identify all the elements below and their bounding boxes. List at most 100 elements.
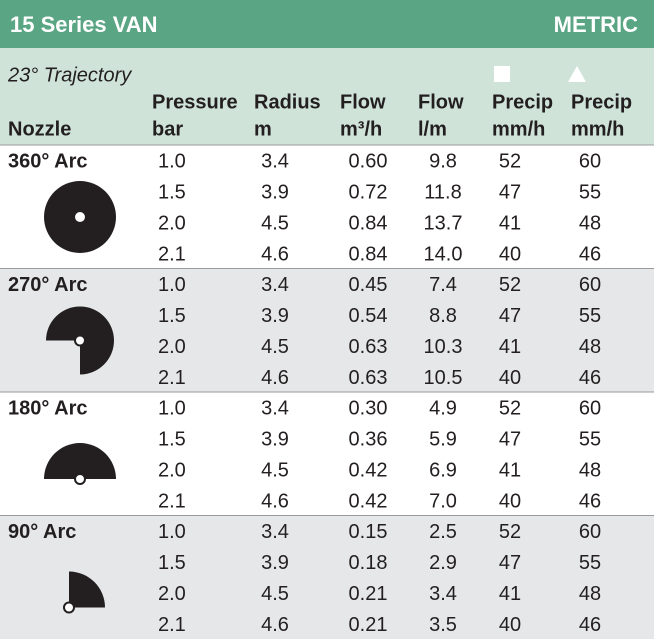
title-bar: [0, 0, 654, 48]
cell: 1.0: [158, 397, 186, 419]
column-header: Precip: [492, 91, 553, 113]
cell: 0.18: [349, 552, 388, 574]
cell: 0.63: [349, 367, 388, 389]
column-header: Nozzle: [8, 118, 71, 140]
cell: 9.8: [429, 150, 457, 172]
cell: 5.9: [429, 428, 457, 450]
cell: 7.0: [429, 490, 457, 512]
cell: 3.9: [261, 305, 289, 327]
cell: 60: [579, 150, 601, 172]
cell: 48: [579, 336, 601, 358]
cell: 52: [499, 521, 521, 543]
nozzle-label: 360° Arc: [8, 150, 88, 172]
cell: 60: [579, 274, 601, 296]
cell: 52: [499, 150, 521, 172]
cell: 6.9: [429, 459, 457, 481]
cell: 46: [579, 490, 601, 512]
nozzle-label: 180° Arc: [8, 397, 88, 419]
arc-center: [74, 473, 86, 485]
cell: 46: [579, 243, 601, 265]
arc-icon: [69, 571, 105, 608]
column-header: l/m: [418, 118, 447, 140]
cell: 48: [579, 212, 601, 234]
cell: 2.0: [158, 583, 186, 605]
arc-center: [63, 601, 75, 614]
square-icon: [494, 66, 510, 82]
cell: 4.6: [261, 614, 289, 636]
cell: 0.21: [349, 583, 388, 605]
cell: 47: [499, 181, 521, 203]
cell: 2.1: [158, 614, 186, 636]
cell: 3.4: [261, 521, 289, 543]
cell: 2.0: [158, 212, 186, 234]
cell: 2.1: [158, 243, 186, 265]
cell: 4.9: [429, 397, 457, 419]
cell: 0.60: [349, 150, 388, 172]
cell: 1.5: [158, 181, 186, 203]
cell: 55: [579, 181, 601, 203]
cell: 2.1: [158, 367, 186, 389]
cell: 3.4: [261, 274, 289, 296]
cell: 4.6: [261, 490, 289, 512]
cell: 4.5: [261, 336, 289, 358]
cell: 0.72: [349, 181, 388, 203]
column-header: Radius: [254, 91, 321, 113]
cell: 3.4: [261, 397, 289, 419]
cell: 10.5: [424, 367, 463, 389]
column-header-band: [0, 48, 654, 145]
cell: 8.8: [429, 305, 457, 327]
cell: 47: [499, 552, 521, 574]
unit-system: METRIC: [554, 12, 638, 37]
cell: 10.3: [424, 336, 463, 358]
cell: 0.45: [349, 274, 388, 296]
cell: 40: [499, 367, 521, 389]
cell: 52: [499, 274, 521, 296]
cell: 0.84: [349, 212, 388, 234]
cell: 0.54: [349, 305, 388, 327]
cell: 1.5: [158, 428, 186, 450]
cell: 41: [499, 212, 521, 234]
cell: 3.5: [429, 614, 457, 636]
cell: 0.36: [349, 428, 388, 450]
cell: 52: [499, 397, 521, 419]
cell: 47: [499, 428, 521, 450]
trajectory: 23° Trajectory: [7, 64, 132, 86]
cell: 40: [499, 490, 521, 512]
cell: 0.63: [349, 336, 388, 358]
cell: 3.4: [429, 583, 457, 605]
cell: 41: [499, 336, 521, 358]
cell: 2.0: [158, 459, 186, 481]
group-band: [0, 515, 654, 639]
cell: 48: [579, 583, 601, 605]
cell: 2.1: [158, 490, 186, 512]
cell: 48: [579, 459, 601, 481]
column-header: Flow: [418, 91, 464, 113]
cell: 47: [499, 305, 521, 327]
cell: 4.6: [261, 367, 289, 389]
cell: 7.4: [429, 274, 457, 296]
cell: 46: [579, 614, 601, 636]
nozzle-label: 270° Arc: [8, 274, 88, 296]
column-header: Flow: [340, 91, 386, 113]
cell: 3.9: [261, 552, 289, 574]
cell: 11.8: [424, 181, 461, 203]
cell: 1.5: [158, 305, 186, 327]
cell: 40: [499, 614, 521, 636]
cell: 0.21: [349, 614, 388, 636]
column-header: mm/h: [492, 118, 545, 140]
cell: 1.0: [158, 150, 186, 172]
cell: 60: [579, 397, 601, 419]
arc-center: [74, 334, 86, 347]
cell: 4.5: [261, 583, 289, 605]
nozzle-label: 90° Arc: [8, 521, 76, 543]
table-title: 15 Series VAN: [10, 12, 158, 37]
column-header: mm/h: [571, 118, 624, 140]
cell: 55: [579, 305, 601, 327]
cell: 41: [499, 583, 521, 605]
cell: 46: [579, 367, 601, 389]
cell: 3.9: [261, 181, 289, 203]
column-header: m: [254, 118, 272, 140]
cell: 1.0: [158, 274, 186, 296]
cell: 40: [499, 243, 521, 265]
